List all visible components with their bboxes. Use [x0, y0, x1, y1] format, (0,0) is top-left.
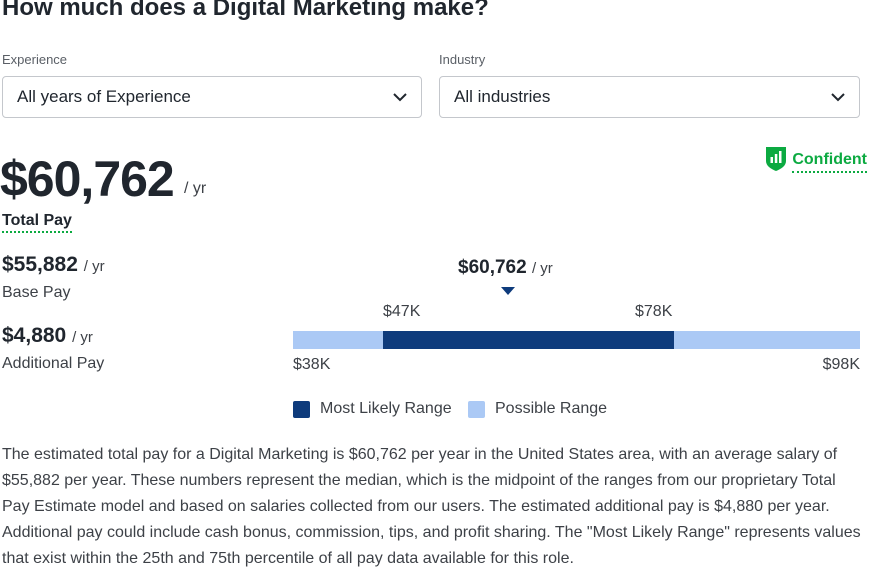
- confidence-label: Confident: [792, 151, 867, 173]
- median-pay-unit: / yr: [531, 260, 553, 277]
- shield-bar-chart-icon: [765, 146, 787, 177]
- legend-swatch-possible: [468, 400, 485, 418]
- industry-label: Industry: [439, 52, 486, 67]
- chevron-down-icon: [393, 92, 407, 102]
- total-pay-unit: / yr: [184, 180, 207, 197]
- median-marker-icon: [501, 287, 515, 295]
- median-pay-label: $60,762 / yr: [458, 257, 553, 279]
- experience-select-value: All years of Experience: [17, 87, 191, 106]
- additional-pay-amount: $4,880 / yr: [2, 324, 93, 348]
- median-pay-value: $60,762: [458, 257, 527, 278]
- additional-pay-label: Additional Pay: [2, 355, 105, 372]
- total-pay-label[interactable]: Total Pay: [2, 212, 72, 233]
- legend-swatch-likely: [293, 400, 310, 418]
- base-pay-unit: / yr: [83, 258, 105, 275]
- likely-range-low-label: $47K: [383, 303, 421, 320]
- legend-possible: Possible Range: [468, 400, 607, 418]
- additional-pay-value: $4,880: [2, 324, 67, 347]
- possible-range-low-label: $38K: [293, 356, 331, 373]
- base-pay-value: $55,882: [2, 253, 78, 276]
- chevron-down-icon: [831, 92, 845, 102]
- legend-most-likely: Most Likely Range: [293, 400, 452, 418]
- confidence-badge[interactable]: Confident: [765, 146, 867, 177]
- additional-pay-unit: / yr: [72, 329, 93, 346]
- base-pay-amount: $55,882 / yr: [2, 253, 105, 277]
- base-pay-label: Base Pay: [2, 284, 71, 301]
- page-title: How much does a Digital Marketing make?: [2, 0, 489, 21]
- likely-range-high-label: $78K: [635, 303, 673, 320]
- legend-label-possible: Possible Range: [495, 400, 608, 417]
- legend-label-likely: Most Likely Range: [320, 400, 452, 417]
- industry-select[interactable]: All industries: [439, 76, 860, 118]
- experience-label: Experience: [2, 52, 68, 67]
- total-pay-amount: $60,762: [0, 151, 175, 207]
- most-likely-range-bar: [383, 331, 674, 349]
- experience-select[interactable]: All years of Experience: [2, 76, 422, 118]
- pay-description: The estimated total pay for a Digital Ma…: [2, 446, 861, 567]
- industry-select-value: All industries: [454, 87, 551, 106]
- possible-range-high-label: $98K: [822, 356, 860, 373]
